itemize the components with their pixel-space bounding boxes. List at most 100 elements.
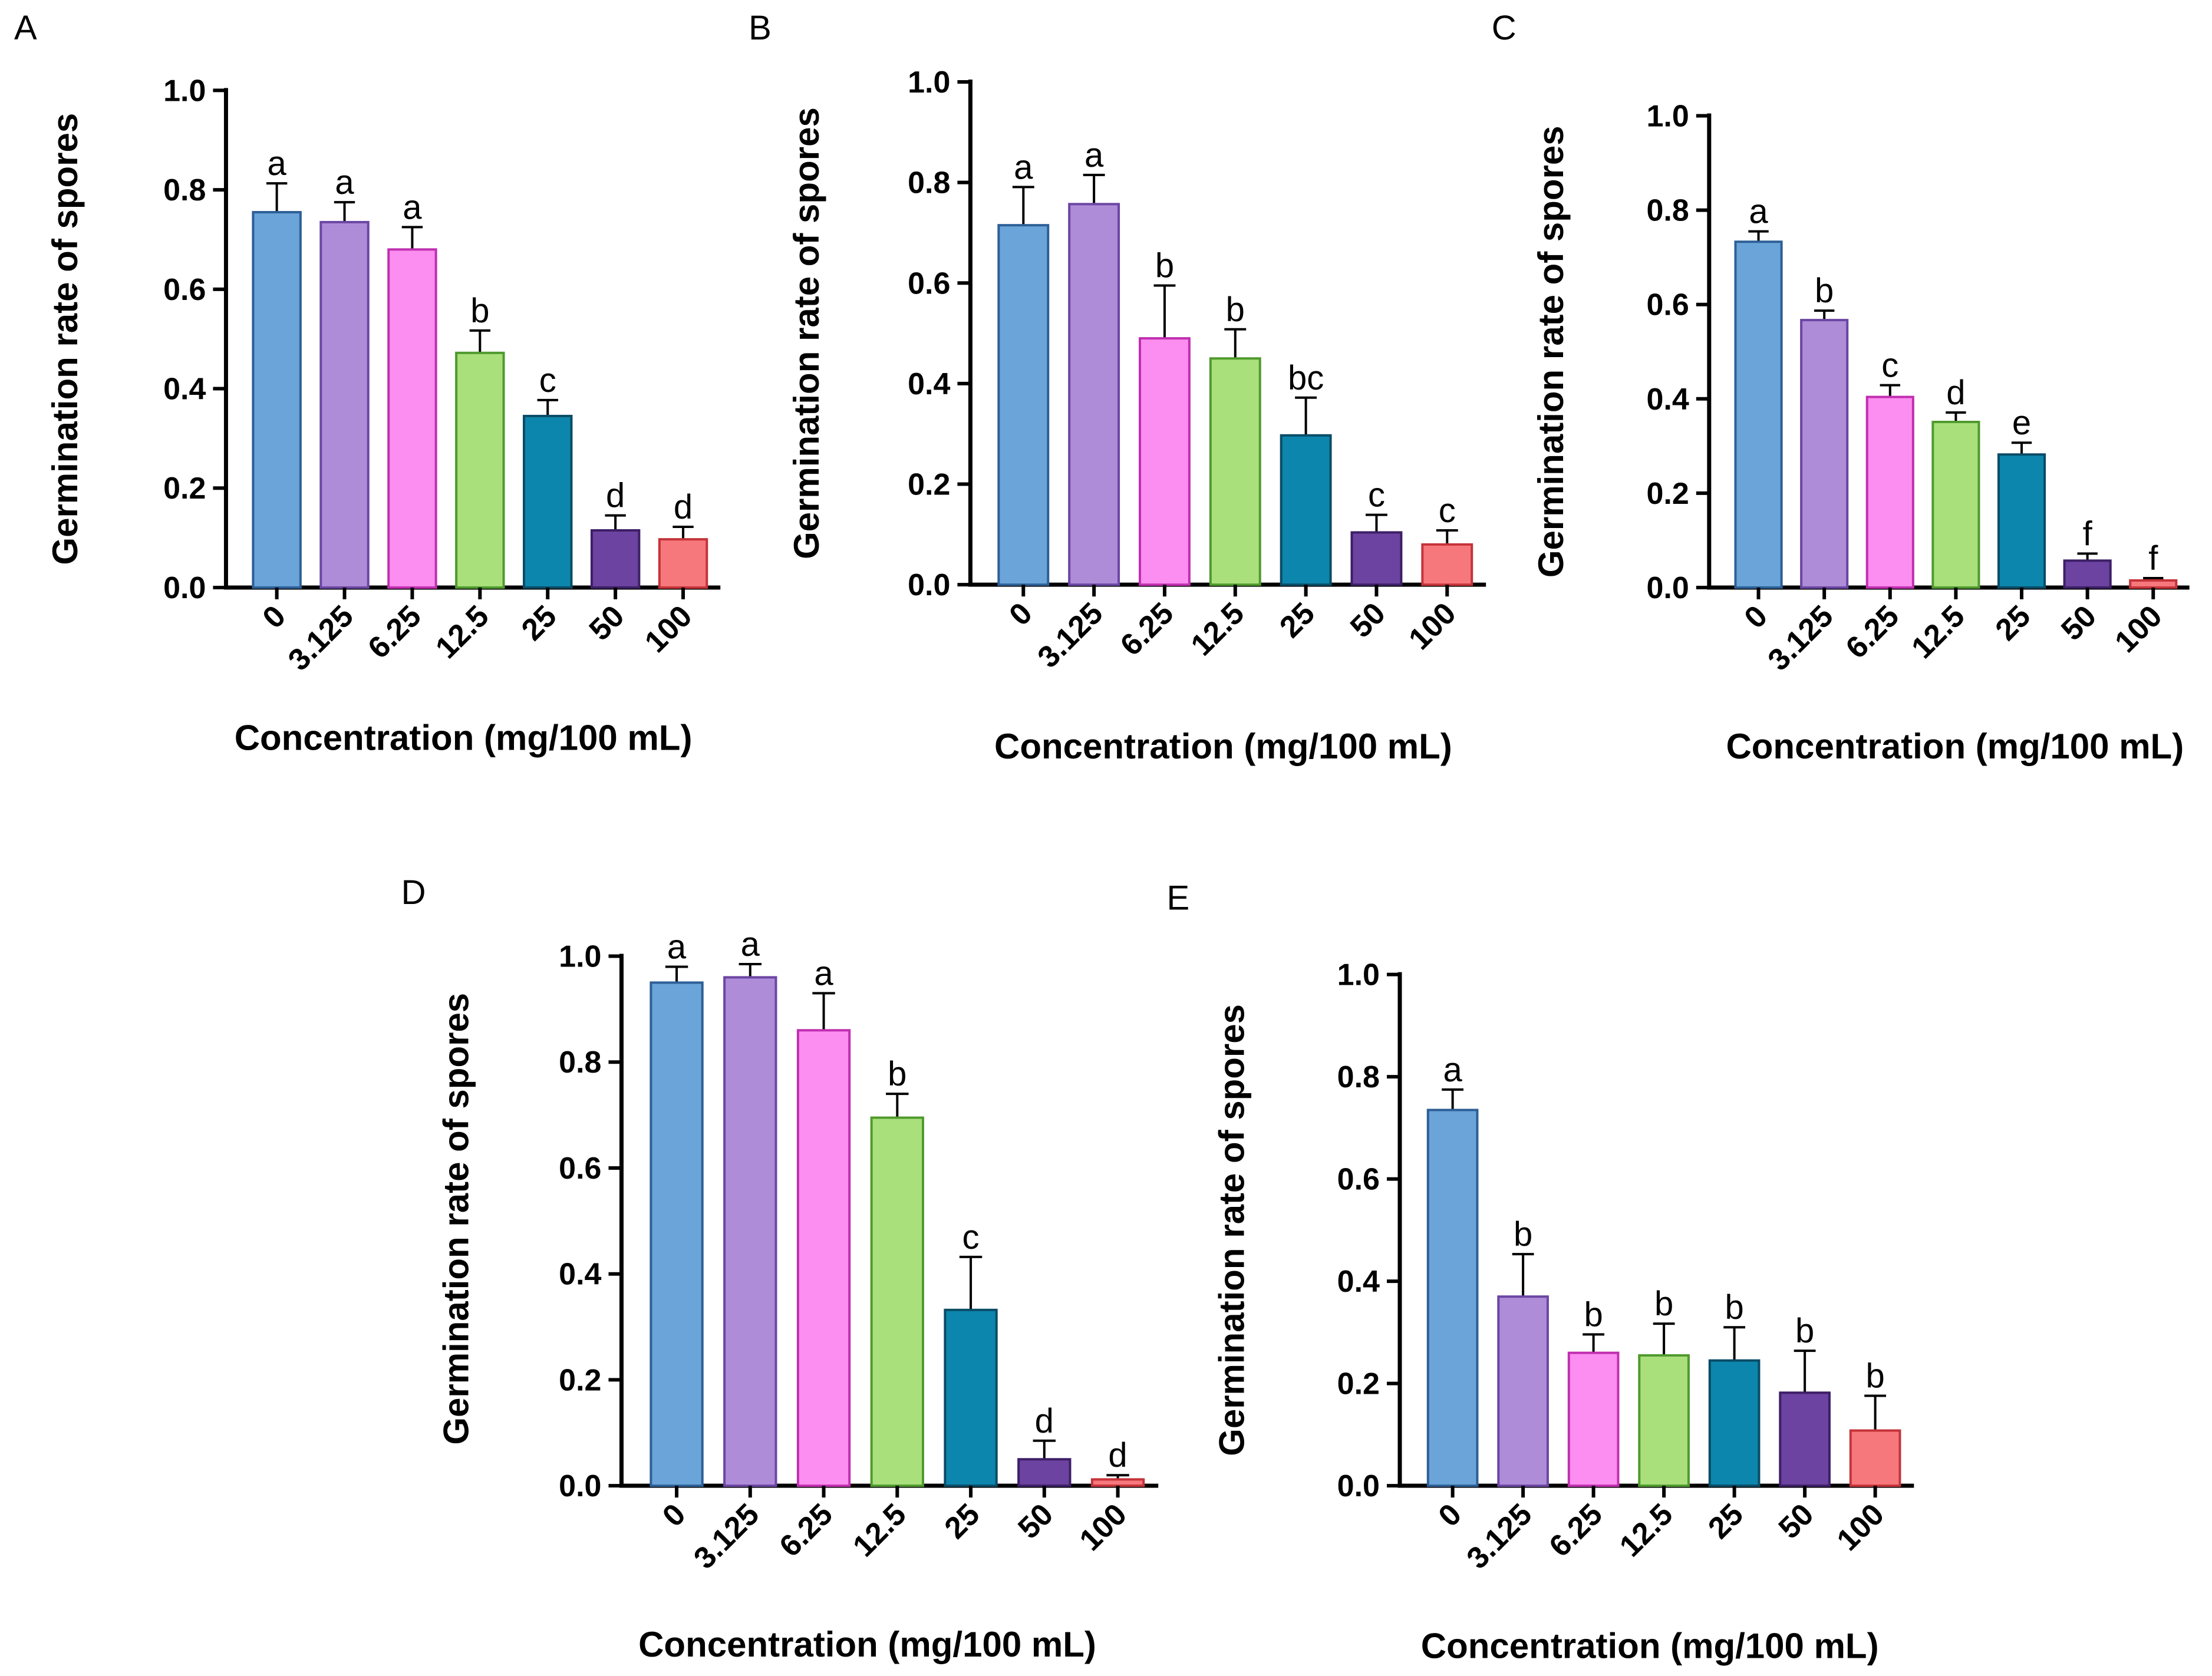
significance-label: b xyxy=(1865,1357,1884,1395)
significance-label: b xyxy=(1795,1312,1814,1350)
significance-label: a xyxy=(741,925,760,964)
y-axis-title: Germination rate of spores xyxy=(1212,1004,1251,1456)
y-tick-label: 0.6 xyxy=(559,1152,601,1186)
y-tick-label: 1.0 xyxy=(559,939,601,974)
bar-100 xyxy=(2129,579,2178,589)
x-tick-label: 6.25 xyxy=(1114,596,1181,663)
x-tick-label: 3.125 xyxy=(282,599,360,677)
y-tick-label: 0.0 xyxy=(1647,571,1689,605)
significance-label: a xyxy=(1084,136,1104,174)
bar-100 xyxy=(1421,543,1473,586)
x-tick-label: 25 xyxy=(1702,1497,1750,1546)
x-tick-label: 3.125 xyxy=(1461,1497,1539,1576)
x-tick-label: 100 xyxy=(1831,1497,1891,1558)
significance-label: e xyxy=(2012,404,2031,442)
bar-0 xyxy=(1734,240,1783,589)
x-tick-label: 3.125 xyxy=(687,1497,766,1576)
x-tick-label: 100 xyxy=(1073,1497,1133,1558)
y-axis-title: Germination rate of spores xyxy=(787,107,826,559)
bar-0 xyxy=(997,224,1050,586)
x-axis-title: Concentration (mg/100 mL) xyxy=(994,727,1452,766)
significance-label: a xyxy=(335,163,354,202)
bar-3.125 xyxy=(1497,1295,1549,1487)
significance-label: b xyxy=(1815,272,1834,310)
significance-label: b xyxy=(888,1055,906,1093)
significance-label: c xyxy=(1881,347,1898,385)
chart-panel-b: B 0.0 0.2 0.4 0.6 0.8 1.0 a 0 a 3.125 b 6.25 b 12.5 bc 2… xyxy=(749,9,1486,766)
y-axis-title: Germination rate of spores xyxy=(45,113,85,565)
significance-label: a xyxy=(267,144,286,183)
y-tick-label: 0.4 xyxy=(1647,382,1689,417)
x-tick-label: 12.5 xyxy=(1905,599,1972,665)
y-tick-label: 0.6 xyxy=(908,266,950,301)
y-tick-label: 0.0 xyxy=(559,1469,601,1503)
y-tick-label: 1.0 xyxy=(908,65,950,100)
bar-3.125 xyxy=(1068,203,1120,586)
x-tick-label: 100 xyxy=(2108,599,2168,659)
y-tick-label: 0.2 xyxy=(559,1363,601,1397)
y-axis-title: Germination rate of spores xyxy=(1531,126,1571,578)
bar-3.125 xyxy=(723,976,777,1487)
chart-panel-a: A 0.0 0.2 0.4 0.6 0.8 1.0 a 0 a 3.125 a 6.25 b 12.5 c 25… xyxy=(14,9,721,758)
y-tick-label: 0.2 xyxy=(908,468,950,502)
y-tick-label: 0.6 xyxy=(1647,288,1689,322)
bar-25 xyxy=(523,414,573,589)
bar-6.25 xyxy=(1865,395,1914,589)
bar-0 xyxy=(650,981,704,1487)
bar-100 xyxy=(1090,1478,1145,1487)
x-axis-title: Concentration (mg/100 mL) xyxy=(638,1625,1096,1664)
bar-12.5 xyxy=(1638,1354,1690,1487)
bar-25 xyxy=(1997,453,2046,589)
x-tick-label: 0 xyxy=(656,1497,692,1533)
x-tick-label: 3.125 xyxy=(1762,599,1840,677)
bar-3.125 xyxy=(1800,319,1849,589)
x-tick-label: 100 xyxy=(1402,596,1462,656)
y-tick-label: 0.4 xyxy=(559,1258,601,1292)
significance-label: d xyxy=(1035,1402,1054,1440)
significance-label: b xyxy=(470,292,489,330)
significance-label: b xyxy=(1226,291,1245,329)
y-tick-label: 0.4 xyxy=(1337,1265,1380,1299)
y-tick-label: 0.0 xyxy=(163,571,206,605)
y-tick-label: 0.8 xyxy=(163,173,206,207)
x-tick-label: 50 xyxy=(583,599,631,647)
x-tick-label: 6.25 xyxy=(773,1497,839,1564)
x-tick-label: 50 xyxy=(1011,1497,1060,1546)
x-tick-label: 50 xyxy=(1344,596,1392,645)
significance-label: d xyxy=(606,477,625,515)
bar-0 xyxy=(252,211,302,589)
x-tick-label: 12.5 xyxy=(1613,1497,1680,1564)
x-tick-label: 50 xyxy=(2055,599,2103,647)
x-tick-label: 6.25 xyxy=(361,599,428,665)
chart-panel-e: E 0.0 0.2 0.4 0.6 0.8 1.0 a 0 b 3.125 b 6.25 b 12.5 b 25… xyxy=(1167,879,1914,1666)
y-tick-label: 0.0 xyxy=(908,568,950,602)
significance-label: a xyxy=(1749,193,1768,231)
significance-label: f xyxy=(2083,514,2093,553)
x-axis-title: Concentration (mg/100 mL) xyxy=(235,718,693,758)
x-tick-label: 0 xyxy=(256,599,292,635)
y-tick-label: 1.0 xyxy=(163,74,206,108)
x-axis-title: Concentration (mg/100 mL) xyxy=(1726,727,2184,766)
bar-25 xyxy=(944,1308,998,1487)
bar-6.25 xyxy=(796,1029,851,1487)
x-tick-label: 25 xyxy=(1989,599,2038,647)
bar-50 xyxy=(2063,559,2112,589)
y-tick-label: 0.8 xyxy=(908,166,950,200)
bar-100 xyxy=(1849,1429,1901,1487)
bar-25 xyxy=(1708,1359,1761,1487)
significance-label: b xyxy=(1584,1295,1603,1334)
bar-12.5 xyxy=(1209,357,1261,586)
significance-label: a xyxy=(1443,1051,1462,1089)
significance-label: c xyxy=(1368,476,1385,514)
bar-6.25 xyxy=(1567,1351,1620,1487)
x-tick-label: 12.5 xyxy=(429,599,496,665)
x-tick-label: 0 xyxy=(1738,599,1774,635)
x-tick-label: 25 xyxy=(1273,596,1321,645)
bar-12.5 xyxy=(1931,421,1980,589)
x-tick-label: 0 xyxy=(1003,596,1039,632)
significance-label: b xyxy=(1514,1215,1532,1253)
y-axis-title: Germination rate of spores xyxy=(437,993,476,1445)
x-tick-label: 100 xyxy=(638,599,698,659)
bar-6.25 xyxy=(1139,337,1191,586)
